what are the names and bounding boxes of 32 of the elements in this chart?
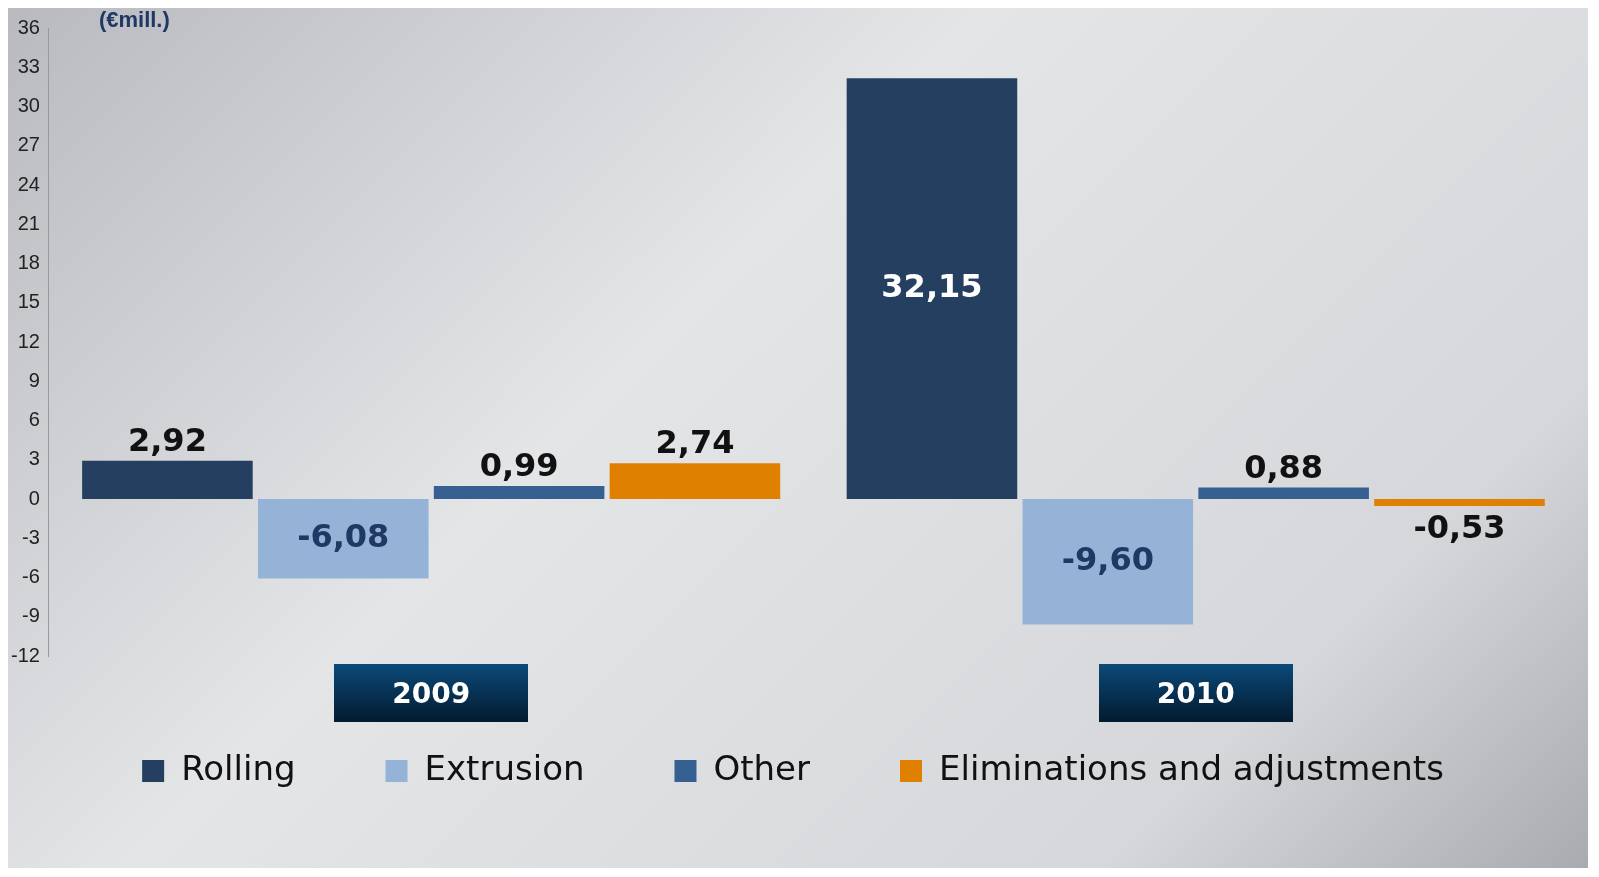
y-tick-label: 9 [28,368,40,391]
y-tick-label: 15 [17,290,40,313]
y-tick-label: -3 [22,525,40,548]
data-label: 0,99 [479,446,559,485]
y-tick-label: 0 [28,486,40,509]
y-tick-label: 3 [28,447,40,470]
data-label: -0,53 [1413,508,1506,547]
y-tick-label: -6 [22,565,40,588]
y-tick-label: 36 [17,15,40,38]
y-tick-label: 12 [17,329,40,352]
y-tick-label: 18 [17,251,40,274]
x-tick-label: 2009 [392,676,471,710]
y-tick-label: 21 [17,211,40,234]
x-tick-label: 2010 [1156,676,1235,710]
y-axis-title: (€mill.) [98,7,170,33]
y-tick-label: 33 [17,54,40,77]
data-label: 2,92 [127,421,207,460]
legend-label: Other [713,747,811,788]
y-tick-label: 30 [17,94,40,117]
y-tick-label: -12 [11,643,40,666]
data-label: 0,88 [1244,447,1324,486]
y-tick-label: -9 [22,604,40,627]
legend-label: Eliminations and adjustments [939,747,1444,788]
legend-label: Extrusion [424,747,585,788]
y-tick-label: 24 [17,172,40,195]
data-label: 2,74 [655,423,735,462]
y-tick-label: 27 [17,133,40,156]
data-label: -9,60 [1061,540,1154,579]
legend-label: Rolling [181,747,296,788]
data-label: 32,15 [881,267,983,305]
data-label: -6,08 [297,517,390,556]
y-tick-label: 6 [28,408,40,431]
